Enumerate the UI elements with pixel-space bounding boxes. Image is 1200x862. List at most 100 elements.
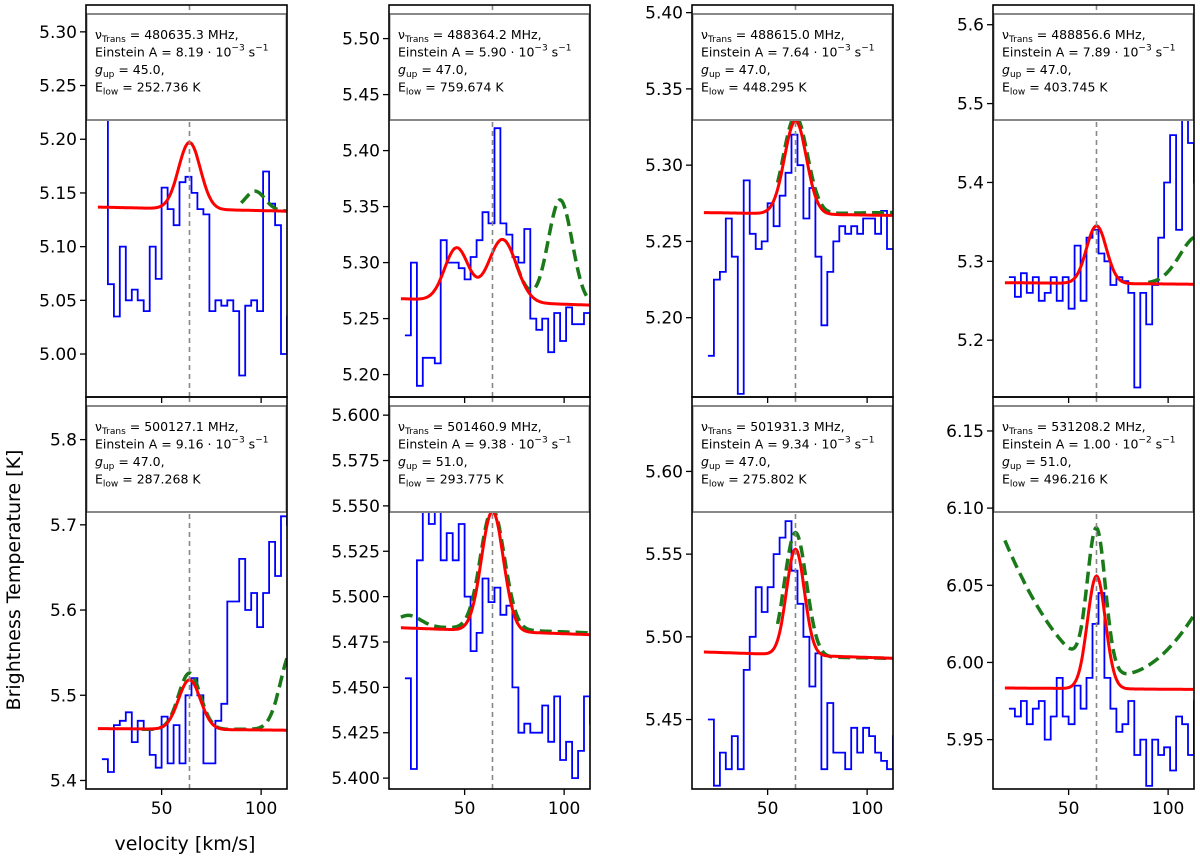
plot-area	[400, 127, 590, 397]
info-g-val: = 45.0,	[114, 62, 164, 77]
model-line	[514, 198, 590, 303]
info-einstein: Einstein A = 1.00 · 10	[1002, 437, 1138, 452]
fit-line	[97, 678, 287, 732]
info-nu: ν	[95, 27, 102, 42]
axes-frame	[85, 396, 288, 790]
y-tick-label: 5.475	[331, 633, 380, 653]
model-line	[239, 189, 287, 213]
info-g-sub: up	[103, 462, 115, 472]
y-axis-label: Brightness Temperature [K]	[3, 450, 25, 711]
info-box	[992, 13, 1195, 121]
info-line-4: Elow = 759.674 K	[398, 80, 504, 98]
y-tick-label: 5.15	[39, 184, 77, 204]
info-einstein: Einstein A = 7.89 · 10	[1002, 45, 1138, 60]
y-tick-label: 5.95	[946, 731, 984, 751]
info-line-2: Einstein A = 1.00 · 10−2 s−1	[1002, 436, 1175, 452]
y-tick-label: 5.3	[957, 252, 984, 272]
y-tick-label: 5.2	[957, 331, 984, 351]
info-e-sub: low	[103, 480, 118, 490]
info-g: g	[1002, 454, 1010, 469]
y-tick-label: 5.35	[342, 198, 380, 218]
y-tick-label: 6.05	[946, 576, 984, 596]
info-nu-sub: Trans	[707, 427, 732, 437]
y-tick-label: 5.5	[957, 95, 984, 115]
x-tick-label: 50	[151, 799, 173, 819]
info-g: g	[701, 454, 709, 469]
info-line-3: gup = 47.0,	[701, 62, 771, 80]
info-e: E	[701, 472, 709, 487]
info-box	[992, 405, 1195, 513]
info-nu-sub: Trans	[1008, 35, 1033, 45]
y-tick-label: 5.10	[39, 238, 77, 258]
info-einstein: Einstein A = 8.19 · 10	[95, 45, 231, 60]
info-nu: ν	[398, 419, 405, 434]
info-exp: −3	[534, 436, 547, 446]
plot-area	[1003, 525, 1194, 787]
y-tick-label: 5.20	[645, 309, 683, 329]
info-e: E	[1002, 80, 1010, 95]
y-tick-label: 5.6	[957, 16, 984, 36]
info-unit: s	[245, 45, 256, 60]
plot-area	[703, 520, 893, 787]
data-spectrum	[707, 520, 893, 787]
info-nu-sub: Trans	[101, 35, 126, 45]
info-nu: ν	[701, 27, 708, 42]
y-tick-label: 5.40	[342, 142, 380, 162]
axes-frame	[691, 396, 894, 790]
info-g-val: = 47.0,	[720, 62, 770, 77]
info-e: E	[95, 80, 103, 95]
data-spectrum	[404, 127, 590, 397]
info-line-2: Einstein A = 7.89 · 10−3 s−1	[1002, 44, 1175, 60]
info-unit-exp: −1	[558, 436, 571, 446]
info-nu-sub: Trans	[404, 427, 429, 437]
y-tick-label: 5.600	[331, 406, 380, 426]
info-line-2: Einstein A = 8.19 · 10−3 s−1	[95, 44, 268, 60]
y-tick-label: 5.4	[50, 771, 77, 791]
info-line-3: gup = 47.0,	[1002, 62, 1072, 80]
info-nu-val: = 480635.3 MHz,	[126, 27, 239, 42]
x-tick-label: 50	[757, 799, 779, 819]
info-line-1: νTrans = 531208.2 MHz,	[1002, 419, 1146, 437]
info-g-val: = 47.0,	[417, 62, 467, 77]
info-unit-exp: −1	[255, 436, 268, 446]
info-unit: s	[548, 437, 559, 452]
info-einstein: Einstein A = 5.90 · 10	[398, 45, 534, 60]
plot-area	[97, 515, 287, 773]
info-line-4: Elow = 496.216 K	[1002, 472, 1108, 490]
info-nu: ν	[1002, 419, 1009, 434]
info-e-sub: low	[1010, 88, 1025, 98]
y-tick-label: 5.25	[342, 310, 380, 330]
info-line-1: νTrans = 501460.9 MHz,	[398, 419, 542, 437]
y-tick-label: 5.500	[331, 588, 380, 608]
info-unit: s	[851, 437, 862, 452]
y-tick-label: 5.5	[50, 686, 77, 706]
x-tick-label: 100	[548, 799, 580, 819]
info-line-1: νTrans = 500127.1 MHz,	[95, 419, 239, 437]
y-tick-label: 5.45	[342, 86, 380, 106]
info-line-3: gup = 51.0,	[398, 454, 468, 472]
info-line-4: Elow = 403.745 K	[1002, 80, 1108, 98]
y-tick-label: 5.45	[645, 711, 683, 731]
info-line-4: Elow = 293.775 K	[398, 472, 504, 490]
y-tick-label: 5.05	[39, 291, 77, 311]
info-e: E	[95, 472, 103, 487]
info-einstein: Einstein A = 9.38 · 10	[398, 437, 534, 452]
info-g-val: = 47.0,	[114, 454, 164, 469]
info-g-val: = 47.0,	[720, 454, 770, 469]
y-tick-label: 5.20	[342, 366, 380, 386]
info-e: E	[398, 80, 406, 95]
info-line-2: Einstein A = 7.64 · 10−3 s−1	[701, 44, 874, 60]
info-unit: s	[245, 437, 256, 452]
info-line-4: Elow = 287.268 K	[95, 472, 201, 490]
info-g: g	[398, 454, 406, 469]
info-e-sub: low	[709, 480, 724, 490]
info-g-val: = 51.0,	[417, 454, 467, 469]
info-unit-exp: −1	[861, 44, 874, 54]
info-einstein: Einstein A = 7.64 · 10	[701, 45, 837, 60]
info-line-3: gup = 47.0,	[398, 62, 468, 80]
panel-5: νTrans = 500127.1 MHz,Einstein A = 9.16 …	[50, 396, 288, 819]
info-exp: −3	[837, 44, 850, 54]
info-e-val: = 287.268 K	[118, 472, 201, 487]
y-tick-label: 5.7	[50, 516, 77, 536]
model-line	[1148, 235, 1194, 285]
